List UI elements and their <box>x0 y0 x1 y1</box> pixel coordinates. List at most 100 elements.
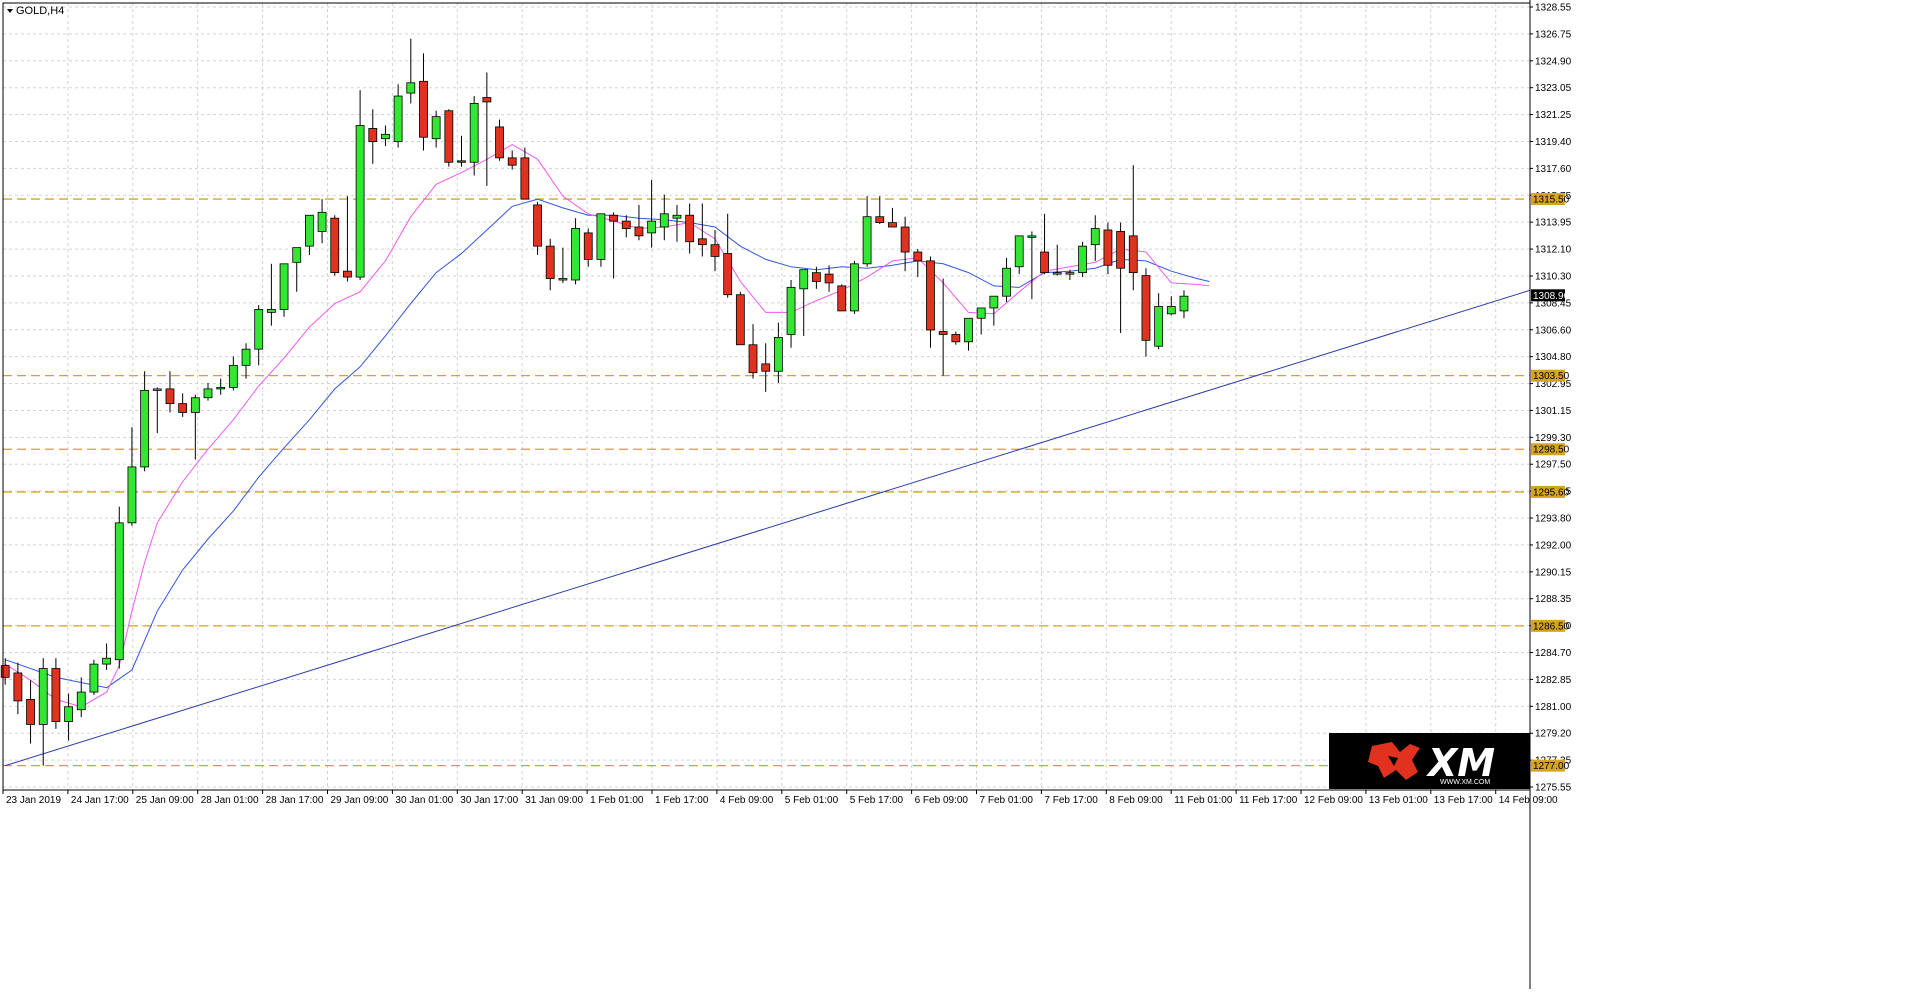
candle <box>381 125 390 147</box>
candle-body <box>659 213 669 228</box>
candle-body <box>596 213 606 260</box>
current-price-label: 1308.96 <box>1533 291 1570 302</box>
candle <box>507 150 517 170</box>
candle-body <box>469 102 479 163</box>
candle-body <box>609 214 618 222</box>
y-tick-label: 1308.45 <box>1535 298 1572 309</box>
candle-body <box>533 204 542 247</box>
x-tick-label: 6 Feb 09:00 <box>915 795 969 806</box>
candle-body <box>735 294 745 346</box>
candle <box>533 202 542 255</box>
y-tick-label: 1275.55 <box>1535 783 1572 794</box>
x-tick-label: 8 Feb 09:00 <box>1109 795 1163 806</box>
candles <box>0 38 1189 766</box>
x-tick-label: 7 Feb 01:00 <box>980 795 1034 806</box>
x-tick-label: 24 Jan 17:00 <box>71 795 129 806</box>
candle-body <box>38 668 48 725</box>
candle <box>596 213 606 267</box>
candle <box>1154 293 1164 350</box>
candle-body <box>13 672 23 702</box>
trendline <box>5 289 1531 767</box>
candle-body <box>571 228 580 281</box>
candle <box>520 147 530 200</box>
candle-body <box>1166 306 1176 315</box>
candle-body <box>1027 235 1037 238</box>
candle-body <box>697 238 707 246</box>
candle <box>1078 241 1087 278</box>
candle <box>406 38 416 104</box>
candle-body <box>1103 229 1113 266</box>
candle <box>710 229 720 272</box>
candle-body <box>1002 267 1011 297</box>
x-axis-labels: 23 Jan 2019 24 Jan 17:00 25 Jan 09:00 28 Ja… <box>2 790 1558 806</box>
candle <box>457 135 466 167</box>
candle-body <box>1078 245 1087 274</box>
candle <box>761 343 771 392</box>
candle <box>1103 222 1113 275</box>
level-tags: 1315.50 1303.50 1298.50 1295.60 1286.50 1277.… <box>1531 193 1570 772</box>
candle <box>1052 244 1062 276</box>
candle <box>140 371 150 472</box>
candle-body <box>228 364 238 388</box>
candle-body <box>419 80 428 138</box>
candle <box>609 212 618 279</box>
candle <box>89 659 99 696</box>
x-tick-label: 1 Feb 17:00 <box>655 795 709 806</box>
level-tag <box>1531 759 1565 772</box>
candle <box>444 109 454 167</box>
candle-body <box>381 133 390 140</box>
candle <box>1014 235 1024 275</box>
candle <box>38 658 48 766</box>
candle-body <box>317 211 327 232</box>
candle <box>393 84 403 148</box>
candle-body <box>178 403 188 413</box>
candle-body <box>672 214 682 219</box>
candle <box>583 228 593 267</box>
candle <box>659 194 669 241</box>
candle <box>26 680 35 744</box>
candle-body <box>254 309 264 350</box>
candle-body <box>850 263 859 312</box>
candle <box>964 317 973 351</box>
x-tick-label: 13 Feb 01:00 <box>1369 795 1428 806</box>
candle-body <box>812 272 821 282</box>
candle-body <box>343 270 352 278</box>
bull-logo-icon-detail <box>1388 756 1398 766</box>
candle-body <box>152 388 162 391</box>
x-tick-label: 13 Feb 17:00 <box>1434 795 1493 806</box>
candle <box>165 371 175 413</box>
y-tick-label: 1292.00 <box>1535 540 1572 551</box>
level-tag-label: 1277.00 <box>1533 761 1570 772</box>
x-tick-label: 11 Feb 01:00 <box>1174 795 1233 806</box>
candle-body <box>355 125 365 278</box>
candle-body <box>786 286 796 335</box>
level-tag <box>1531 485 1565 498</box>
y-tick-label: 1313.95 <box>1535 218 1572 229</box>
level-tag-label: 1295.60 <box>1533 487 1570 498</box>
candle-body <box>114 522 124 661</box>
level-tag <box>1531 193 1565 206</box>
y-tick-label: 1324.90 <box>1535 56 1572 67</box>
candle-body <box>368 128 378 143</box>
candle <box>824 265 834 292</box>
candle <box>266 263 276 326</box>
candle <box>1040 213 1049 275</box>
y-tick-label: 1282.85 <box>1535 675 1572 686</box>
candle-body <box>507 157 517 166</box>
candle <box>837 284 847 312</box>
candle <box>317 199 327 244</box>
candle-body <box>216 387 226 390</box>
candle <box>292 247 302 292</box>
x-tick-label: 7 Feb 17:00 <box>1044 795 1098 806</box>
candle-body <box>837 285 847 312</box>
candle <box>152 387 162 434</box>
candle-body <box>140 389 150 468</box>
candle <box>976 307 986 335</box>
candle <box>495 119 504 161</box>
candle <box>178 393 188 417</box>
candle <box>482 72 492 186</box>
candle-body <box>0 665 10 678</box>
candle-body <box>393 95 403 143</box>
